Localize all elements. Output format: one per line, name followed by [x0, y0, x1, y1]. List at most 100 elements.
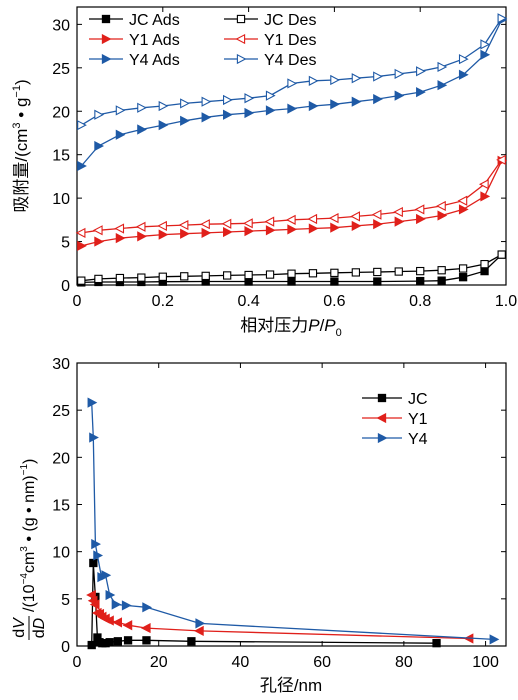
- data-point-y4: [101, 570, 112, 581]
- data-point-y1: [140, 622, 151, 634]
- data-point-y1-des: [221, 218, 232, 229]
- data-point-jc: [142, 636, 151, 645]
- data-point-y4-ads: [180, 115, 190, 126]
- series-y1-des: [75, 154, 506, 238]
- legend-item-y1-des: Y1 Des: [224, 32, 316, 49]
- x-tick-label: 20: [150, 654, 168, 671]
- data-point-y4-ads: [201, 112, 212, 123]
- data-point-y4-des: [480, 39, 491, 50]
- data-point-y4: [89, 432, 99, 443]
- data-point-jc: [87, 640, 96, 650]
- data-point-y4-ads: [77, 160, 87, 172]
- y-tick-label: 0: [61, 639, 70, 656]
- data-point-jc-ads: [416, 276, 425, 286]
- data-point-jc-des: [458, 264, 468, 273]
- data-point-jc-des: [265, 270, 275, 279]
- x-label-sub: 0: [336, 327, 342, 339]
- data-point-jc-des: [201, 271, 210, 281]
- data-point-y1-ads: [137, 231, 147, 242]
- legend-marker: [101, 14, 111, 24]
- data-point-y1-des: [393, 206, 403, 218]
- series-y4-des: [77, 13, 508, 131]
- legend-marker: [235, 33, 246, 45]
- data-point-y1-ads: [373, 219, 383, 230]
- data-point-y1-des: [135, 221, 146, 232]
- series-jc: [87, 558, 441, 650]
- data-point-y1-ads: [244, 226, 255, 237]
- series-line-y1: [91, 594, 470, 640]
- legend-label: Y4: [408, 431, 428, 448]
- legend-marker: [376, 412, 387, 424]
- data-point-y4-des: [287, 78, 298, 89]
- x-tick-label: 0: [73, 293, 82, 310]
- data-point-y4-ads: [244, 107, 255, 119]
- data-point-y4-ads: [394, 90, 405, 101]
- data-point-y1-des: [307, 213, 318, 225]
- data-point-y4: [91, 539, 101, 550]
- data-point-y4: [195, 618, 206, 629]
- data-point-y4-ads: [330, 99, 340, 110]
- data-point-jc: [105, 638, 114, 647]
- data-point-y1-ads: [223, 226, 233, 238]
- svg-text:dV: dV: [11, 617, 28, 638]
- data-point-y1: [104, 615, 114, 626]
- svg-text:dD: dD: [31, 617, 48, 638]
- legend-item-y1-ads: Y1 Ads: [89, 32, 180, 49]
- data-point-y4-des: [223, 94, 233, 106]
- data-point-jc-des: [416, 266, 425, 276]
- series-y1: [86, 589, 474, 644]
- legend-item-y1: Y1: [362, 411, 428, 428]
- data-point-jc-des: [180, 272, 189, 281]
- data-point-y4-des: [158, 100, 169, 112]
- data-point-y4-ads: [437, 80, 448, 91]
- data-point-y4-des: [180, 98, 190, 109]
- data-point-y1-des: [328, 212, 339, 224]
- data-point-y1-des: [243, 218, 253, 229]
- data-point-y4-des: [497, 13, 508, 24]
- data-point-y4-des: [115, 105, 126, 116]
- data-point-y4-ads: [137, 124, 147, 135]
- data-point-y1-des: [92, 225, 103, 236]
- legend-label: JC Des: [264, 12, 316, 29]
- data-point-jc-des: [437, 266, 446, 275]
- data-point-jc: [123, 636, 133, 645]
- y-label-fraction: dV dD: [11, 616, 48, 640]
- y-tick-label: 5: [61, 235, 70, 252]
- data-point-jc-des: [497, 250, 506, 259]
- legend-item-y4-ads: Y4 Ads: [89, 52, 180, 69]
- data-point-y1-des: [436, 200, 446, 212]
- data-point-y4-des: [416, 66, 426, 77]
- data-point-jc: [432, 639, 441, 648]
- data-point-y4-des: [373, 71, 383, 82]
- data-point-y1-ads: [308, 223, 319, 234]
- data-point-y4-des: [137, 102, 147, 113]
- data-point-jc-des: [223, 271, 232, 280]
- data-point-jc-des: [394, 267, 403, 276]
- data-point-y4: [105, 589, 116, 601]
- series-y4: [87, 397, 500, 645]
- data-point-jc: [113, 637, 123, 646]
- data-point-y4-ads: [158, 120, 169, 131]
- x-tick-label: 80: [395, 654, 413, 671]
- data-point-y4-des: [77, 120, 87, 131]
- data-point-y1: [122, 620, 133, 631]
- data-point-y1-des: [264, 216, 275, 227]
- data-point-y1: [89, 599, 100, 610]
- adsorption-isotherm-chart: 0 0.2 0.4 0.6 0.8 1.0 0 5 10 15 20 25 30 JC Ads JC De…: [11, 6, 517, 339]
- x-label-slash: /: [320, 316, 325, 335]
- x-axis-label: 孔径/nm: [260, 676, 322, 695]
- data-point-y4-des: [330, 74, 340, 86]
- data-point-y1-ads: [394, 216, 405, 227]
- x-tick-label: 0.8: [409, 293, 431, 310]
- y-tick-label: 10: [52, 191, 70, 208]
- series-y4-ads: [77, 14, 508, 172]
- legend-marker: [377, 432, 388, 444]
- x-tick-label: 0.4: [237, 293, 259, 310]
- data-point-jc-ads: [373, 277, 382, 286]
- svg-text:相对压力P/P0: 相对压力P/P0: [240, 316, 342, 339]
- data-point-y4-des: [244, 93, 255, 104]
- data-point-y1-des: [414, 204, 425, 215]
- y-tick-label: 0: [61, 278, 70, 295]
- data-point-y1-ads: [287, 224, 298, 235]
